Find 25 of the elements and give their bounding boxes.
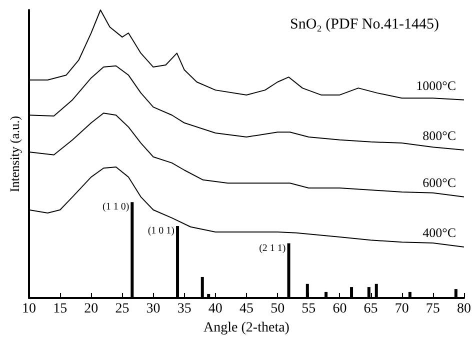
x-tick-label: 20: [84, 302, 98, 316]
x-tick-label: 10: [22, 302, 36, 316]
x-tick-label: 75: [426, 302, 440, 316]
x-tick-label: 70: [394, 302, 409, 316]
x-tick-label: 80: [457, 302, 471, 316]
x-tick-label: 40: [208, 302, 222, 316]
x-tick-label: 50: [270, 302, 285, 316]
annotation: (2 1 1): [259, 242, 286, 254]
annotation: (1 0 1): [148, 226, 175, 236]
x-tick-label: 35: [177, 302, 192, 316]
x-tick-label: 15: [53, 302, 68, 316]
annotation: (1 1 0): [102, 202, 130, 213]
x-tick-label: 30: [146, 302, 160, 316]
x-tick-label: 55: [302, 302, 316, 316]
series-label: 600°C: [422, 174, 456, 190]
annotation: SnO₂ (PDF No.41-1445): [290, 16, 440, 32]
series-label: 400°C: [422, 225, 456, 240]
x-axis-title: Angle (2-theta): [204, 320, 290, 336]
y-axis-title: Intensity (a.u.): [7, 116, 22, 192]
x-tick-label: 25: [115, 302, 130, 316]
series-label: 800°C: [422, 128, 456, 143]
x-tick-label: 45: [240, 302, 254, 316]
series-label: 1000°C: [416, 78, 456, 93]
x-tick-label: 60: [332, 302, 347, 316]
x-tick-label: 65: [364, 302, 378, 316]
